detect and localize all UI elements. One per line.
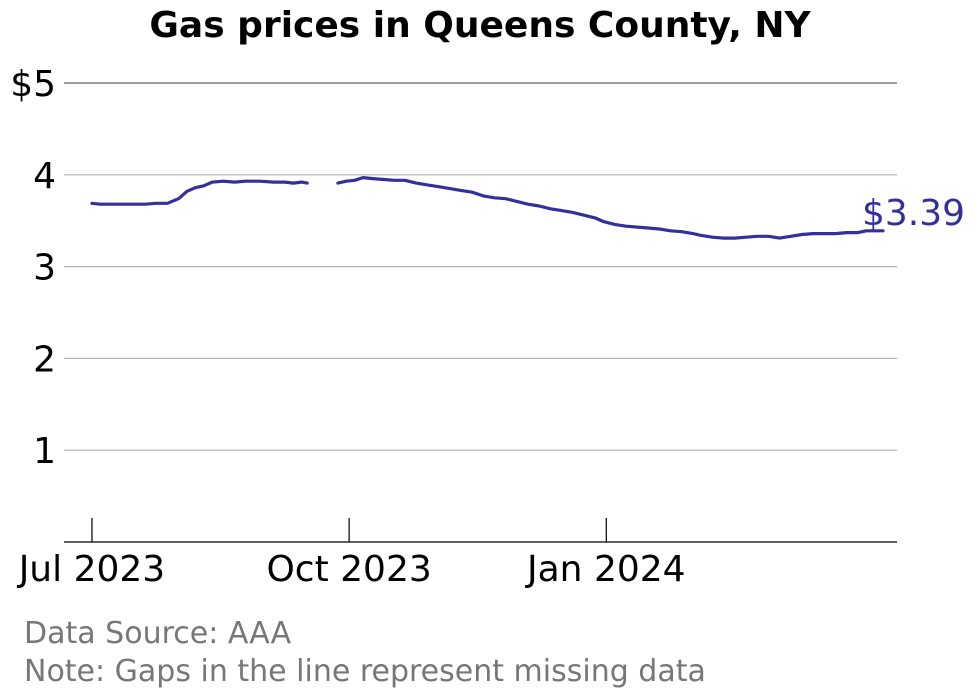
y-tick-label: 2 <box>33 339 56 380</box>
data-source-note: Data Source: AAA <box>24 616 292 651</box>
price-line-series <box>90 176 885 240</box>
y-tick-label: 4 <box>33 156 56 197</box>
x-axis: Jul 2023 Oct 2023 Jan 2024 <box>17 518 897 590</box>
x-tick-label: Oct 2023 <box>266 549 431 590</box>
y-tick-label: 3 <box>33 248 56 289</box>
latest-price-label: $3.39 <box>862 193 965 234</box>
chart-title: Gas prices in Queens County, NY <box>149 5 811 46</box>
x-tick-label: Jan 2024 <box>525 549 686 590</box>
y-axis-tick-labels: $5 4 3 2 1 <box>10 64 56 472</box>
gridlines <box>64 82 897 451</box>
price-line-segment <box>336 176 885 240</box>
missing-data-note: Note: Gaps in the line represent missing… <box>24 654 706 689</box>
y-tick-label: 1 <box>33 431 56 472</box>
x-tick-label: Jul 2023 <box>17 549 166 590</box>
y-tick-label: $5 <box>10 64 56 105</box>
price-line-segment <box>90 179 309 206</box>
